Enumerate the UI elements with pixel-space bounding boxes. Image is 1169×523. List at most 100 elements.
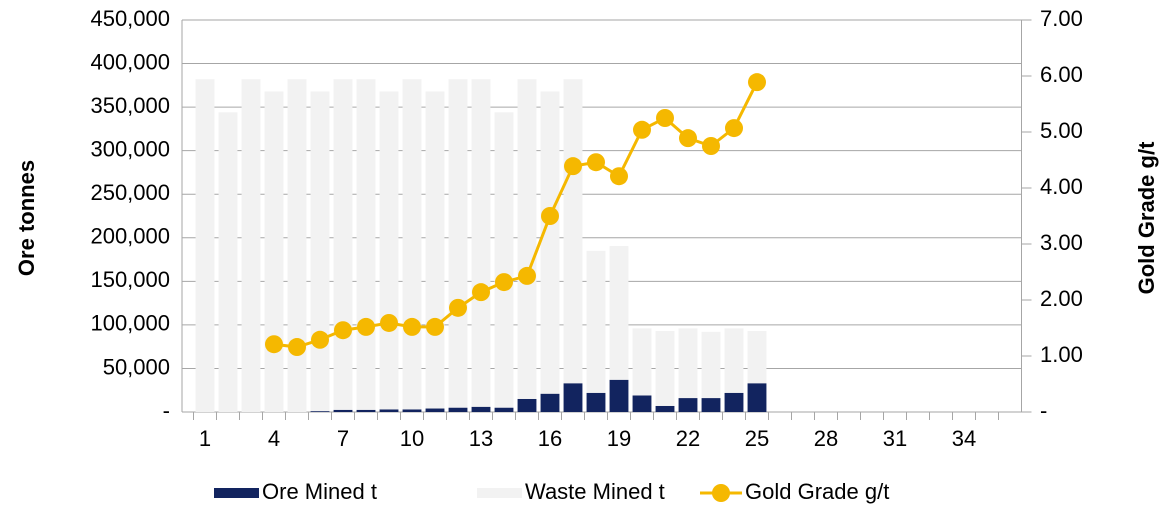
bar: [678, 398, 698, 412]
y2-tick-label: 2.00: [1040, 286, 1083, 311]
line-point: [449, 298, 467, 317]
bar: [632, 395, 652, 412]
bar: [425, 91, 445, 409]
y2-tick-label: 6.00: [1040, 62, 1083, 87]
bar: [563, 79, 583, 384]
bar: [609, 246, 629, 380]
y-tick-label: 450,000: [90, 6, 170, 31]
x-tick-label: 22: [676, 426, 700, 451]
line-point: [725, 119, 743, 138]
x-tick-label: 1: [199, 426, 211, 451]
bar: [747, 330, 767, 384]
x-tick-label: 25: [745, 426, 769, 451]
line-point: [633, 120, 651, 139]
y2-axis-title: Gold Grade g/t: [1134, 141, 1159, 294]
bar: [264, 91, 284, 412]
bar: [632, 328, 652, 396]
line-point: [403, 317, 421, 336]
x-tick-label: 31: [883, 426, 907, 451]
line-point: [426, 317, 444, 336]
line-point: [679, 129, 697, 148]
x-tick-label: 7: [337, 426, 349, 451]
legend-label: Ore Mined t: [262, 479, 377, 504]
bar: [655, 330, 675, 406]
bar: [448, 407, 468, 412]
line-point: [610, 167, 628, 186]
bar: [379, 91, 399, 410]
bar: [218, 112, 238, 413]
y-tick-label: 100,000: [90, 311, 170, 336]
bar: [333, 409, 353, 412]
x-tick-label: 28: [814, 426, 838, 451]
line-point: [288, 338, 306, 357]
legend-swatch: [477, 488, 522, 498]
bar: [195, 79, 215, 412]
bar: [471, 406, 491, 412]
legend-label: Waste Mined t: [525, 479, 665, 504]
line-point: [564, 157, 582, 176]
bar: [333, 79, 353, 410]
bar: [563, 383, 583, 412]
bar: [287, 79, 307, 412]
legend-swatch: [712, 484, 730, 502]
bar: [586, 392, 606, 412]
line-point: [518, 266, 536, 285]
bar: [517, 79, 537, 399]
bar: [471, 79, 491, 407]
line-point: [656, 109, 674, 127]
line-point: [357, 317, 375, 336]
bar: [310, 411, 330, 412]
bar: [701, 331, 721, 399]
y-tick-label: 50,000: [103, 354, 170, 379]
legend-swatch: [214, 488, 259, 498]
y-axis-title: Ore tonnes: [14, 160, 39, 276]
y-tick-label: 350,000: [90, 93, 170, 118]
x-tick-label: 13: [469, 426, 493, 451]
y-tick-label: 250,000: [90, 180, 170, 205]
y-tick-label: 400,000: [90, 49, 170, 74]
legend-label: Gold Grade g/t: [745, 479, 889, 504]
bar: [609, 379, 629, 412]
y-tick-label: 200,000: [90, 224, 170, 249]
bar: [517, 398, 537, 412]
bar: [747, 383, 767, 412]
line-point: [702, 137, 720, 155]
bar: [724, 392, 744, 412]
bar: [402, 79, 422, 410]
bar: [701, 398, 721, 412]
bar: [586, 250, 606, 393]
bar: [356, 79, 376, 410]
x-tick-label: 4: [268, 426, 280, 451]
bar: [724, 328, 744, 393]
y-tick-label: 150,000: [90, 267, 170, 292]
line-point: [472, 283, 490, 302]
line-point: [311, 330, 329, 349]
bar: [655, 405, 675, 412]
line-point: [334, 321, 352, 340]
bar: [448, 79, 468, 408]
bar: [402, 409, 422, 412]
y-tick-label: 300,000: [90, 136, 170, 161]
bar: [540, 91, 560, 394]
y2-tick-label: 7.00: [1040, 6, 1083, 31]
bar: [310, 91, 330, 412]
bar: [678, 328, 698, 399]
bar: [540, 393, 560, 412]
x-tick-label: 16: [538, 426, 562, 451]
x-tick-label: 34: [952, 426, 976, 451]
y-tick-label: -: [163, 398, 170, 423]
x-tick-label: 10: [400, 426, 424, 451]
line-point: [380, 313, 398, 332]
bar: [241, 79, 261, 412]
y2-tick-label: 4.00: [1040, 174, 1083, 199]
y2-tick-label: 5.00: [1040, 118, 1083, 143]
line-point: [748, 73, 766, 92]
line-point: [495, 273, 513, 292]
bar: [494, 407, 514, 412]
bar: [425, 408, 445, 412]
line-point: [541, 207, 559, 225]
y2-tick-label: -: [1040, 398, 1047, 423]
bar: [379, 409, 399, 412]
